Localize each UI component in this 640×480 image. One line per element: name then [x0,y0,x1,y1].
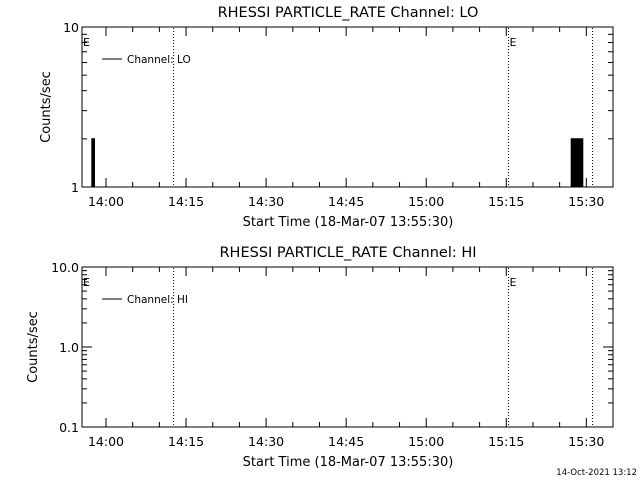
panel-hi-marks: E [173,268,594,426]
x-tick-label: 14:00 [88,194,124,209]
y-tick-label: 10.0 [51,260,79,275]
y-tick-label: 0.1 [59,420,79,435]
panel-hi-title: RHESSI PARTICLE_RATE Channel: HI [219,245,476,261]
panel-hi-xlabel: Start Time (18-Mar-07 13:55:30) [243,455,454,470]
panel-lo-title: RHESSI PARTICLE_RATE Channel: LO [218,5,479,21]
x-tick-label: 14:00 [88,434,124,449]
x-tick-label: 15:00 [408,434,444,449]
y-tick-label: 10 [63,20,79,35]
panel-hi-legend-label: Channel: HI [127,294,188,306]
x-tick-label: 14:45 [328,434,364,449]
panel-hi-ticks: 14:00 14:15 14:30 14:45 15:00 15:15 15:30 0.1 1.… [51,260,614,449]
x-tick-label: 14:15 [168,194,204,209]
panel-hi: RHESSI PARTICLE_RATE Channel: HI Counts/… [26,245,614,470]
generation-timestamp: 14-Oct-2021 13:12 [556,468,637,478]
x-tick-label: 15:15 [488,194,524,209]
panel-lo-corner-marker: E [83,36,90,49]
panel-lo-xlabel: Start Time (18-Mar-07 13:55:30) [243,215,454,230]
event-line-label: E [509,36,516,49]
panel-lo-frame [81,26,614,188]
x-tick-label: 15:30 [568,194,604,209]
x-tick-label: 14:15 [168,434,204,449]
panel-lo-ylabel: Counts/sec [39,71,54,143]
event-line-label: E [509,276,516,289]
x-tick-label: 15:30 [568,434,604,449]
panel-lo-marks: E [91,28,594,188]
x-tick-label: 14:30 [248,434,284,449]
y-tick-label: 1 [71,180,79,195]
panel-lo: RHESSI PARTICLE_RATE Channel: LO Counts/… [39,5,614,230]
series-line [91,138,585,188]
y-tick-label: 1.0 [59,340,79,355]
panel-hi-ylabel: Counts/sec [26,311,41,383]
x-tick-label: 15:00 [408,194,444,209]
panel-lo-legend-label: Channel: LO [127,54,191,66]
x-tick-label: 14:30 [248,194,284,209]
panel-hi-corner-marker: E [83,276,90,289]
x-tick-label: 14:45 [328,194,364,209]
x-tick-label: 15:15 [488,434,524,449]
panel-hi-frame [81,266,614,428]
